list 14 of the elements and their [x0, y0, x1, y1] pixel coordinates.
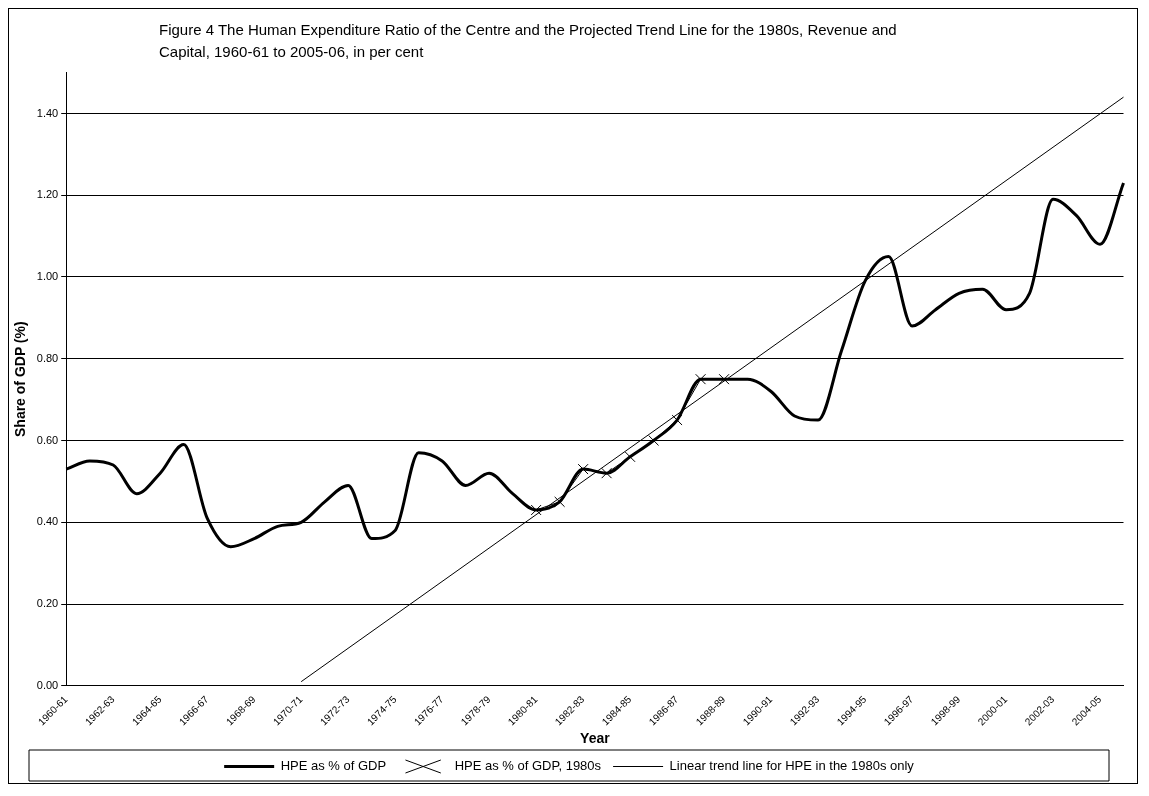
y-tick-label: 0.60 [36, 433, 59, 446]
legend-label: HPE as % of GDP [280, 758, 387, 774]
legend-label: Linear trend line for HPE in the 1980s only [669, 758, 915, 774]
y-tick-label: 0.00 [36, 678, 59, 691]
y-tick-label: 0.80 [36, 351, 59, 364]
chart-title: Figure 4 The Human Expenditure Ratio of the Centre and the Projected Trend Line for the 1980s, Revenue and Capital, 1960-61 to 2005-06, in per cent [159, 20, 898, 62]
y-tick-label: 1.20 [36, 188, 59, 201]
y-tick-label: 0.40 [36, 515, 59, 528]
x-axis-title: Year [580, 730, 611, 747]
y-axis-title: Share of GDP (%) [12, 321, 29, 438]
legend-label: HPE as % of GDP, 1980s [454, 758, 602, 774]
y-tick-label: 1.40 [36, 106, 59, 119]
y-tick-label: 1.00 [36, 270, 59, 283]
y-tick-label: 0.20 [36, 597, 59, 610]
